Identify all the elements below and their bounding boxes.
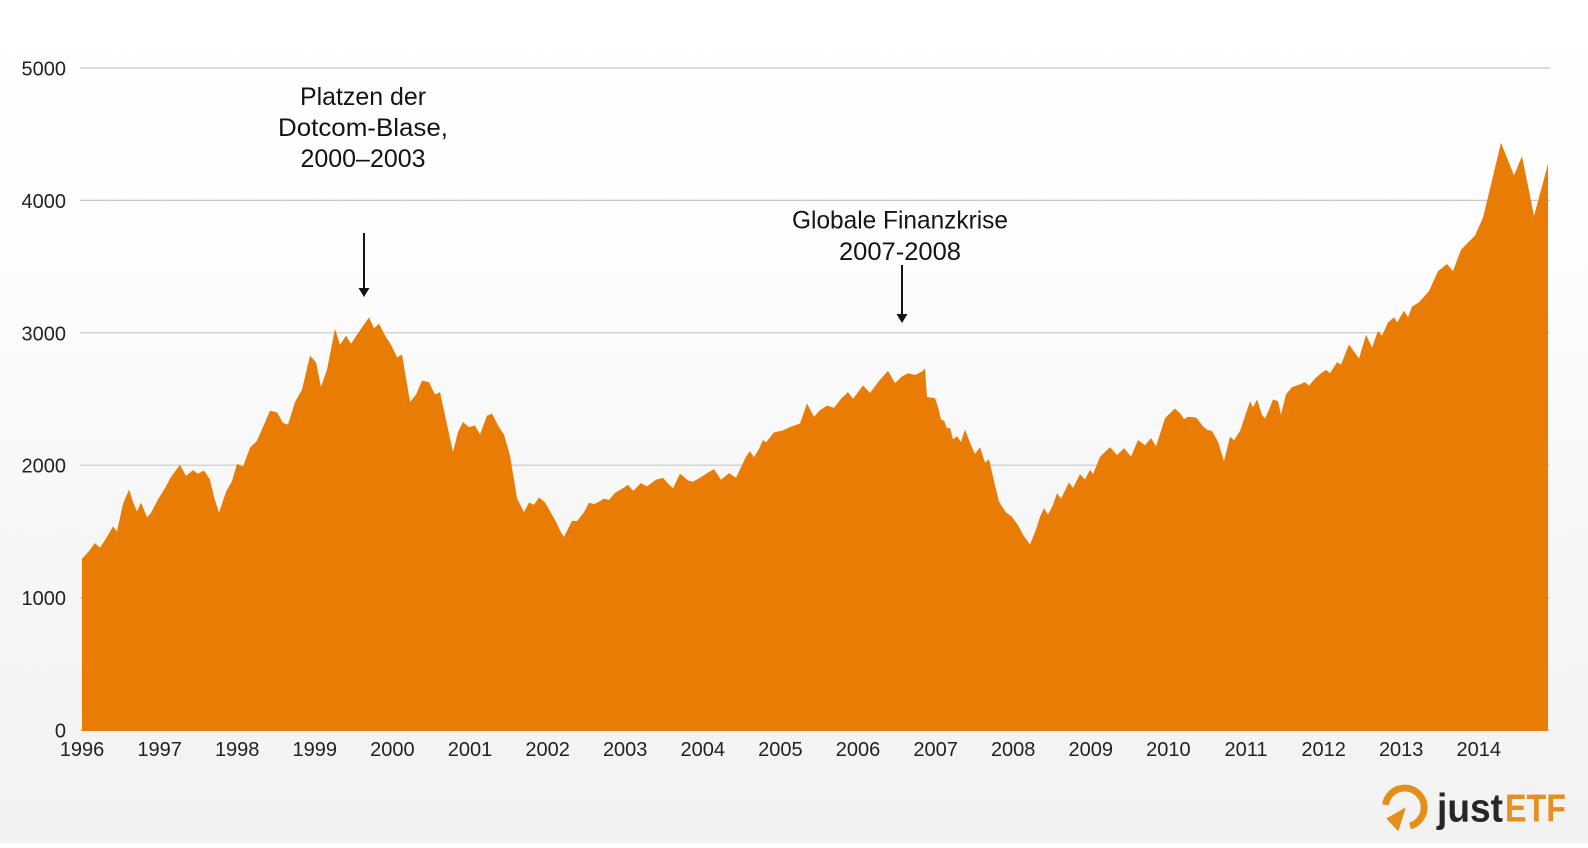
svg-text:1998: 1998 xyxy=(215,739,260,761)
svg-text:Globale Finanzkrise: Globale Finanzkrise xyxy=(792,207,1008,235)
svg-text:1999: 1999 xyxy=(293,739,338,761)
svg-text:2013: 2013 xyxy=(1379,739,1424,761)
svg-text:just: just xyxy=(1436,787,1503,831)
svg-text:2002: 2002 xyxy=(525,739,570,761)
svg-text:0: 0 xyxy=(55,721,66,743)
svg-text:2003: 2003 xyxy=(603,739,648,761)
svg-text:2006: 2006 xyxy=(836,739,881,761)
svg-text:2005: 2005 xyxy=(758,739,803,761)
svg-text:2007: 2007 xyxy=(913,739,958,761)
svg-text:2009: 2009 xyxy=(1069,739,1114,761)
svg-text:Dotcom-Blase,: Dotcom-Blase, xyxy=(278,114,448,142)
svg-text:2004: 2004 xyxy=(681,739,726,761)
svg-text:3000: 3000 xyxy=(22,323,67,345)
svg-text:2011: 2011 xyxy=(1224,739,1267,761)
svg-text:4000: 4000 xyxy=(22,191,67,213)
svg-text:1996: 1996 xyxy=(60,739,105,761)
svg-text:2008: 2008 xyxy=(991,739,1036,761)
svg-text:2007-2008: 2007-2008 xyxy=(839,238,961,266)
svg-text:1997: 1997 xyxy=(137,739,182,761)
svg-text:2001: 2001 xyxy=(448,739,493,761)
svg-text:2000: 2000 xyxy=(370,739,415,761)
svg-text:2014: 2014 xyxy=(1457,739,1502,761)
svg-text:1000: 1000 xyxy=(22,588,67,610)
svg-text:2000–2003: 2000–2003 xyxy=(301,145,426,173)
svg-text:2010: 2010 xyxy=(1146,739,1191,761)
svg-text:5000: 5000 xyxy=(22,59,67,81)
svg-text:2000: 2000 xyxy=(22,456,67,478)
svg-text:ETF: ETF xyxy=(1505,788,1566,831)
svg-text:Platzen der: Platzen der xyxy=(300,83,426,111)
svg-text:2012: 2012 xyxy=(1301,739,1346,761)
